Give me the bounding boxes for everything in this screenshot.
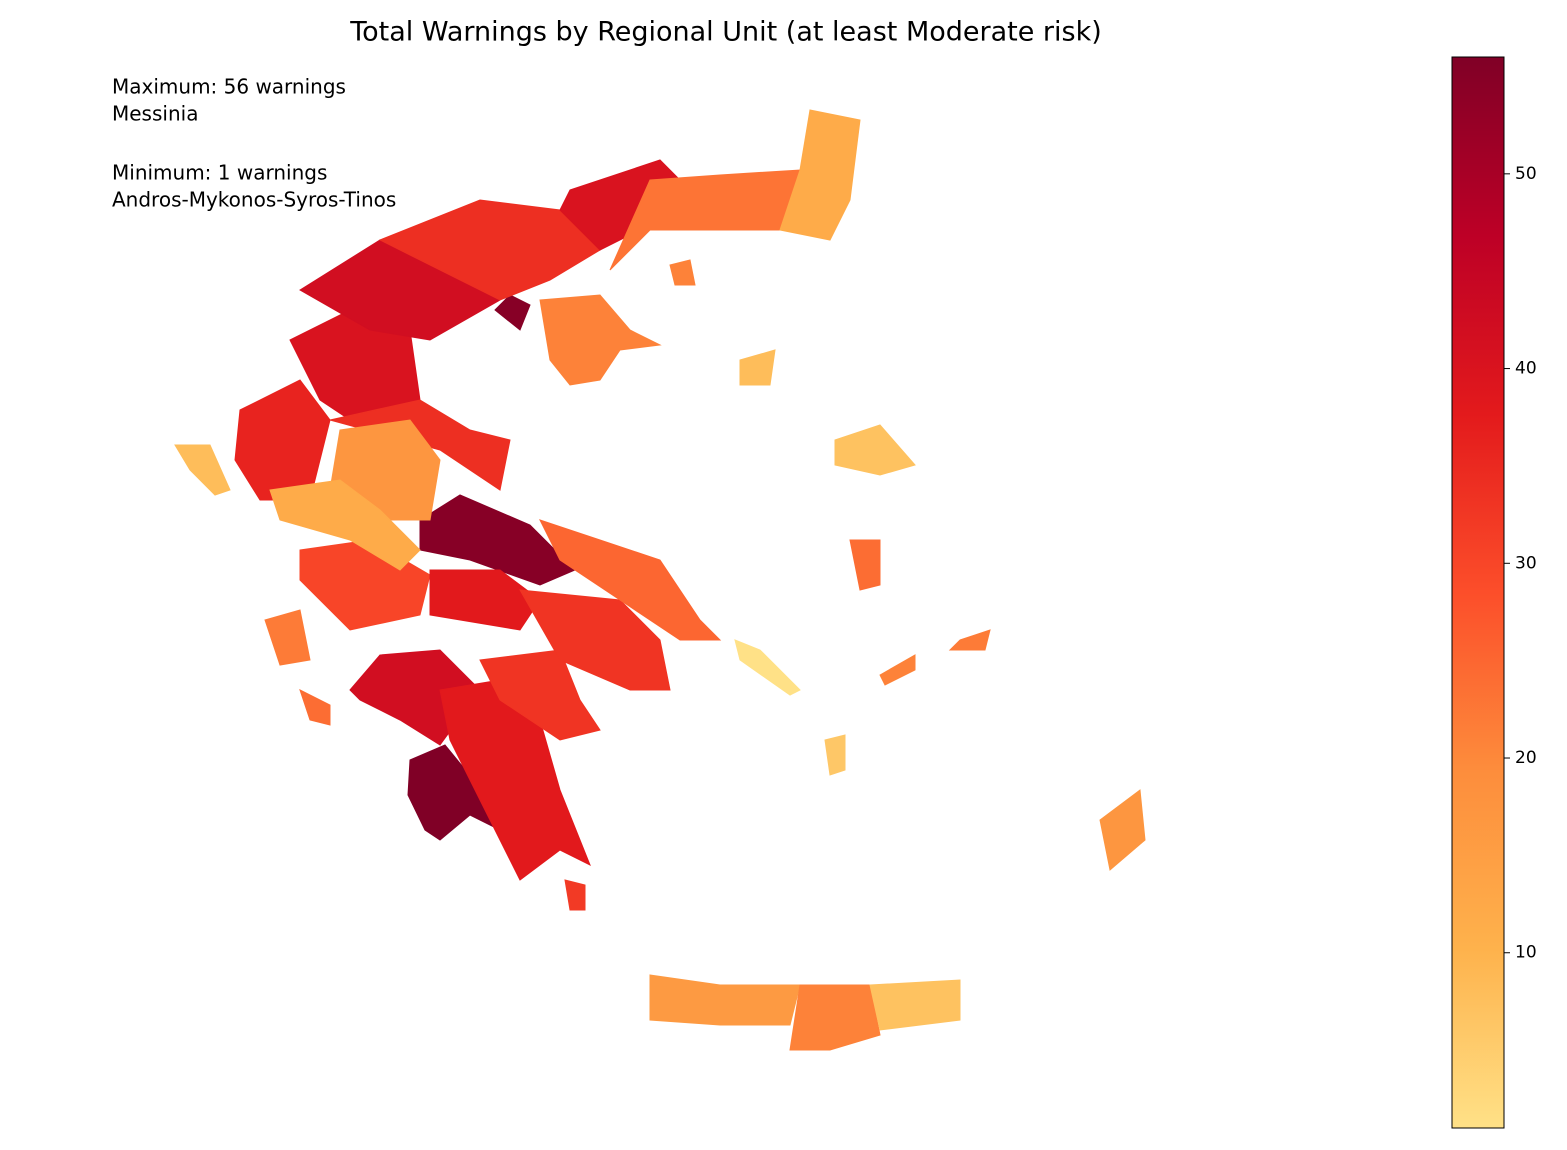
region <box>1099 789 1146 871</box>
colorbar-tick-label: 30 <box>1515 553 1537 573</box>
region <box>948 629 991 651</box>
region <box>649 974 801 1026</box>
colorbar-tick-label: 10 <box>1515 943 1537 963</box>
region <box>879 654 916 686</box>
region <box>329 399 511 491</box>
region <box>299 689 331 726</box>
region <box>609 169 801 271</box>
region <box>669 259 696 286</box>
region <box>264 609 311 666</box>
region <box>789 984 881 1051</box>
region <box>234 379 331 501</box>
region <box>419 494 576 586</box>
region <box>539 519 722 641</box>
region <box>564 879 586 911</box>
colorbar <box>1451 56 1505 1129</box>
colorbar-tick-label: 50 <box>1515 164 1537 184</box>
region <box>174 444 231 496</box>
region <box>739 349 776 386</box>
region <box>779 109 861 241</box>
annotation: Andros-Mykonos-Syros-Tinos <box>112 188 396 212</box>
colorbar-tick-label: 20 <box>1515 748 1537 768</box>
region <box>869 979 961 1031</box>
region <box>269 479 421 571</box>
region <box>849 539 881 591</box>
annotation: Messinia <box>112 102 198 126</box>
annotation: Maximum: 56 warnings <box>112 75 346 99</box>
region <box>539 294 662 386</box>
region <box>734 639 801 696</box>
annotation: Minimum: 1 warnings <box>112 161 327 185</box>
chart-title: Total Warnings by Regional Unit (at leas… <box>349 17 1102 48</box>
region <box>824 734 846 776</box>
region <box>429 569 541 631</box>
colorbar-tick-label: 40 <box>1515 359 1537 379</box>
region <box>494 294 531 331</box>
region <box>834 424 916 476</box>
region <box>407 744 501 841</box>
